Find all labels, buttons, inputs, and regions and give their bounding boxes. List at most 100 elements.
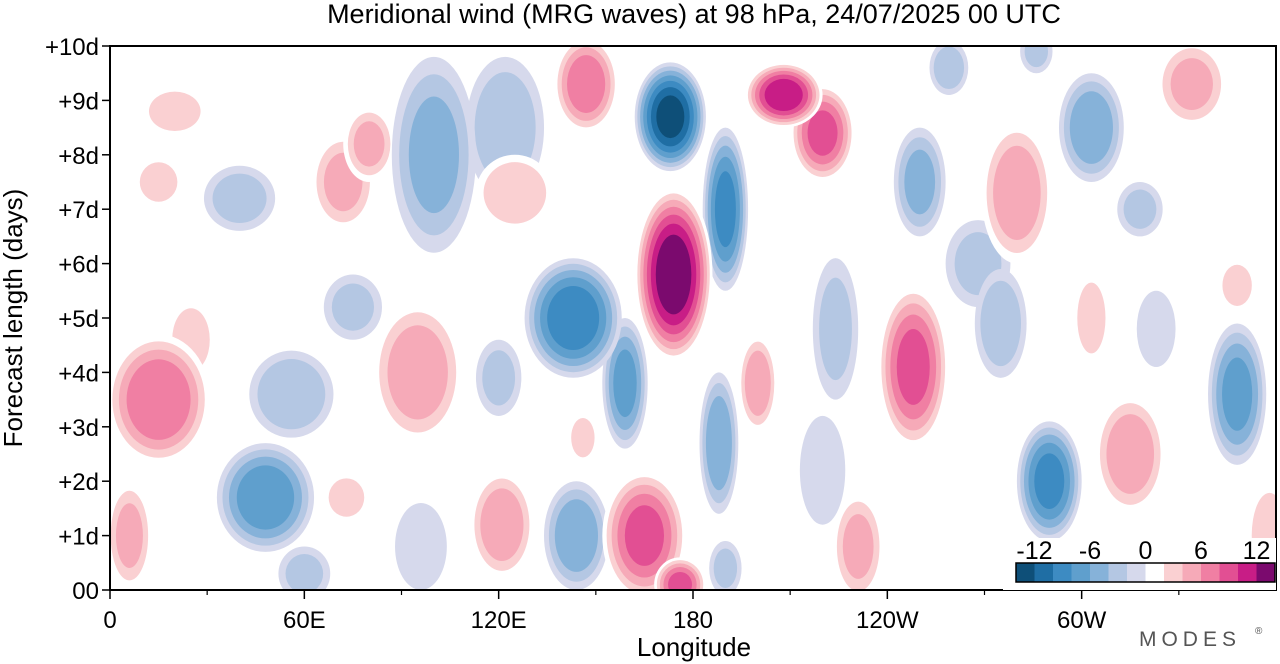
contour-level xyxy=(1024,46,1049,68)
contour-level xyxy=(387,325,448,420)
wind-anomaly xyxy=(1094,394,1166,514)
wind-anomaly xyxy=(323,473,370,523)
y-tick-label: +10d xyxy=(45,34,99,61)
wind-anomaly xyxy=(469,470,535,580)
contour-level xyxy=(139,162,178,202)
contour-level xyxy=(896,329,930,405)
contour-level xyxy=(408,96,459,214)
wind-anomaly xyxy=(139,84,211,139)
contour-level xyxy=(567,55,606,113)
wind-anomaly xyxy=(1058,73,1124,182)
wind-anomaly xyxy=(249,350,334,438)
wind-anomaly xyxy=(110,334,211,465)
contour-level xyxy=(236,465,295,530)
contour-level xyxy=(904,149,936,215)
contour-level xyxy=(807,110,838,156)
y-tick-label: +7d xyxy=(58,197,99,224)
contour-level xyxy=(554,499,599,572)
colorbar-swatch xyxy=(1201,563,1220,582)
contour-level xyxy=(1170,58,1213,110)
contour-level xyxy=(328,478,365,517)
y-axis: 00 +1d +2d +3d +4d +5d +6d +7d +8d +9d +10d xyxy=(45,34,110,605)
wind-anomaly xyxy=(634,187,713,362)
contour-level xyxy=(624,505,665,566)
colorbar-label: 0 xyxy=(1139,537,1153,565)
contour-level xyxy=(115,503,143,568)
colorbar-label: -12 xyxy=(1016,537,1052,565)
contour-level xyxy=(480,488,524,562)
wind-anomaly xyxy=(832,492,885,590)
wind-anomaly xyxy=(110,481,153,590)
colorbar: -12 -6 0 6 12 xyxy=(1003,537,1276,590)
contour-level xyxy=(842,514,874,579)
chart-title: Meridional wind (MRG waves) at 98 hPa, 2… xyxy=(327,0,1061,29)
wind-anomaly xyxy=(974,269,1027,378)
wind-anomaly xyxy=(1016,421,1082,541)
contour-level xyxy=(126,359,191,440)
colorbar-swatch xyxy=(1238,563,1257,582)
contour-level xyxy=(799,415,846,525)
colorbar-label: -6 xyxy=(1079,537,1101,565)
wind-anomaly xyxy=(654,557,706,590)
wind-anomaly xyxy=(1208,323,1267,465)
colorbar-swatch xyxy=(1016,563,1035,582)
wind-anomaly xyxy=(877,285,949,449)
y-tick-label: +4d xyxy=(58,360,99,387)
colorbar-swatch xyxy=(1108,563,1128,582)
wind-anomaly xyxy=(343,105,396,183)
contour-level xyxy=(819,277,852,381)
contour-level xyxy=(571,417,595,458)
contour-level xyxy=(668,571,693,590)
y-tick-label: 00 xyxy=(72,578,99,605)
y-tick-label: +9d xyxy=(58,88,99,115)
contour-level xyxy=(1069,91,1113,164)
contour-level xyxy=(285,553,324,590)
x-tick-label: 60W xyxy=(1057,607,1107,634)
y-tick-label: +2d xyxy=(58,469,99,496)
x-tick-label: 0 xyxy=(103,607,116,634)
contour-level xyxy=(257,359,326,430)
wind-anomaly xyxy=(524,258,622,378)
colorbar-swatch xyxy=(1164,563,1183,582)
modes-logo: MODES xyxy=(1139,628,1241,651)
contour-level xyxy=(212,173,267,224)
wind-anomaly xyxy=(634,62,706,172)
colorbar-frame xyxy=(1015,562,1276,583)
contour-level xyxy=(1123,189,1157,229)
wind-anomaly xyxy=(391,56,476,253)
colorbar-swatch xyxy=(1219,563,1239,582)
contour-level xyxy=(395,502,447,590)
x-tick-label: 60E xyxy=(283,607,326,634)
contour-level xyxy=(483,162,547,224)
wind-anomaly xyxy=(1071,269,1111,367)
colorbar-swatch xyxy=(1053,563,1072,582)
wind-anomaly xyxy=(812,258,859,400)
colorbar-swatch xyxy=(1127,563,1146,582)
colorbar-swatch xyxy=(1071,563,1091,582)
y-tick-label: +5d xyxy=(58,306,99,333)
colorbar-swatch xyxy=(1145,563,1165,582)
contour-level xyxy=(705,396,732,491)
colorbar-label: 6 xyxy=(1194,537,1208,565)
wind-anomaly xyxy=(1217,258,1257,313)
wind-anomaly xyxy=(799,415,846,525)
x-tick-label: 120W xyxy=(856,607,919,634)
contour-level xyxy=(148,91,201,131)
wind-anomaly xyxy=(709,541,742,590)
contour-level xyxy=(656,95,685,139)
contour-level xyxy=(1034,453,1065,510)
wind-anomaly xyxy=(544,481,609,590)
contour-level xyxy=(1136,290,1176,367)
y-tick-label: +6d xyxy=(58,252,99,279)
wind-anomaly xyxy=(475,339,522,416)
colorbar-swatch xyxy=(1256,563,1276,582)
wind-anomaly xyxy=(395,502,447,590)
wind-anomaly xyxy=(738,334,778,433)
wind-anomaly xyxy=(602,470,687,590)
wind-anomaly xyxy=(475,154,554,231)
wind-field xyxy=(110,46,1276,590)
contour-level xyxy=(613,349,637,418)
wind-anomaly xyxy=(203,165,276,231)
wind-anomaly xyxy=(893,127,946,237)
